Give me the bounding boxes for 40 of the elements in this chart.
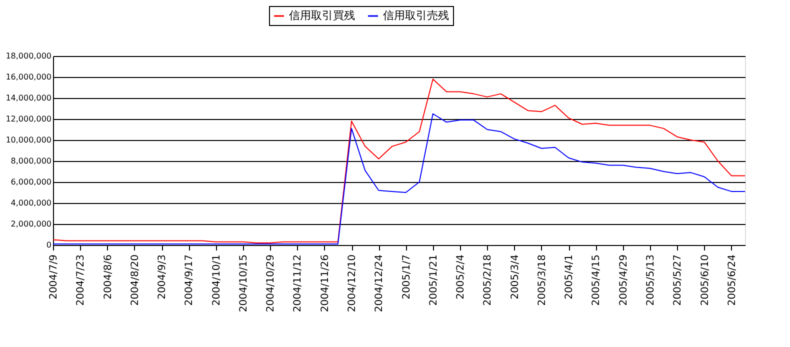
line-series <box>52 113 746 244</box>
legend-label: 信用取引買残 <box>289 9 355 22</box>
x-tick-label: 2004/7/23 <box>76 254 87 306</box>
y-tick-label: 16,000,000 <box>6 72 52 82</box>
line-series <box>52 78 746 244</box>
x-tick-label: 2004/9/3 <box>157 254 168 300</box>
x-tick-label: 2004/10/29 <box>266 254 277 312</box>
x-tick-label: 2005/2/18 <box>482 254 494 306</box>
y-tick-label: 8,000,000 <box>10 156 52 166</box>
y-tick-label: 12,000,000 <box>6 114 52 124</box>
x-tick-label: 2004/8/6 <box>102 254 114 300</box>
y-tick-label: 10,000,000 <box>6 136 52 144</box>
x-tick-label: 2005/6/10 <box>700 254 711 306</box>
x-tick-label: 2005/1/21 <box>428 254 440 306</box>
legend-label: 信用取引売残 <box>383 9 449 22</box>
x-tick-label: 2005/4/1 <box>564 254 576 300</box>
x-tick-label: 2004/11/12 <box>292 254 304 312</box>
x-tick-label: 2004/12/10 <box>347 254 358 312</box>
x-tick-label: 2005/3/18 <box>536 254 548 306</box>
x-tick-label: 2005/2/4 <box>456 254 467 300</box>
x-tick-label: 2004/11/26 <box>320 254 331 312</box>
x-tick-label: 2004/7/9 <box>48 254 60 300</box>
x-tick-label: 2004/10/1 <box>211 254 222 306</box>
y-tick-label: 14,000,000 <box>6 94 52 102</box>
x-tick-label: 2005/1/7 <box>401 254 412 300</box>
y-tick-label: 4,000,000 <box>10 198 52 208</box>
x-tick-label: 2005/4/29 <box>618 254 630 306</box>
x-tick-label: 2005/6/24 <box>726 254 738 306</box>
y-tick-label: 0 <box>46 240 52 250</box>
x-tick-label: 2004/9/17 <box>184 254 196 306</box>
x-tick-label: 2005/5/13 <box>646 254 657 306</box>
y-tick-label: 2,000,000 <box>10 220 52 228</box>
x-tick-label: 2004/12/24 <box>374 254 386 312</box>
x-tick-label: 2004/10/15 <box>238 254 250 312</box>
x-tick-label: 2005/5/27 <box>672 254 684 306</box>
x-tick-label: 2005/4/15 <box>591 254 602 306</box>
y-tick-label: 18,000,000 <box>6 52 52 60</box>
x-tick-label: 2005/3/4 <box>510 254 521 300</box>
x-tick-label: 2004/8/20 <box>130 254 141 306</box>
y-tick-label: 6,000,000 <box>10 178 52 186</box>
